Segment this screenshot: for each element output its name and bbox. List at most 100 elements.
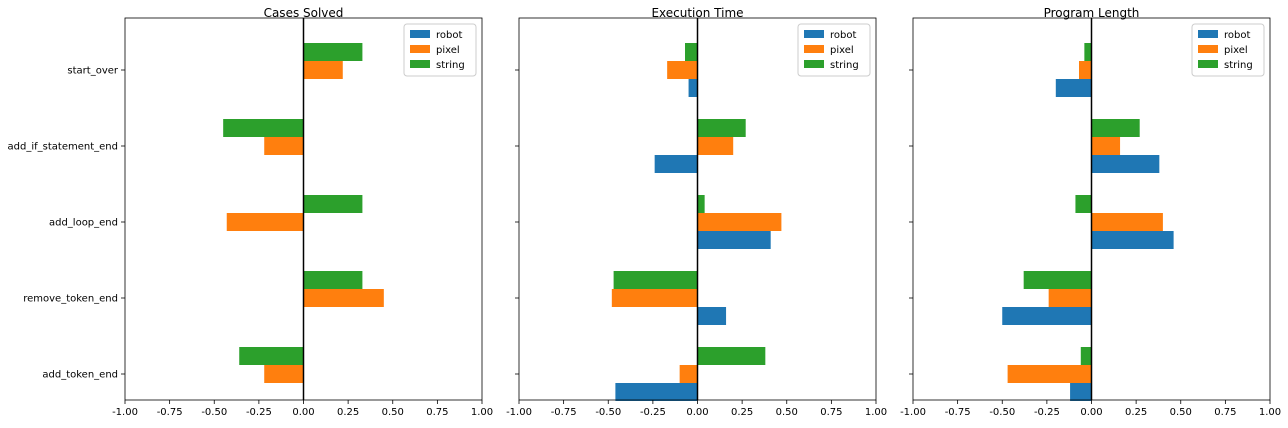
x-tick-label: -0.50 <box>595 407 621 418</box>
bar-string-add_loop_end <box>303 195 363 213</box>
bar-robot-remove_token_end <box>697 307 727 325</box>
bar-pixel-add_token_end <box>1007 365 1092 383</box>
x-tick-label: -0.75 <box>157 407 183 418</box>
legend-label-robot: robot <box>1224 30 1250 41</box>
bar-robot-add_if_statement_end <box>1091 155 1160 173</box>
legend-swatch-robot <box>804 30 824 38</box>
x-tick-label: -0.25 <box>246 407 272 418</box>
bar-string-add_if_statement_end <box>223 119 304 137</box>
bar-string-remove_token_end <box>1023 271 1092 289</box>
bar-robot-add_token_end <box>615 383 698 401</box>
bar-pixel-remove_token_end <box>303 289 384 307</box>
x-tick-label: 0.75 <box>1214 407 1236 418</box>
bar-pixel-add_loop_end <box>1091 213 1163 231</box>
legend: robot pixel string <box>797 23 871 77</box>
x-tick-label: 0.50 <box>382 407 404 418</box>
bar-string-add_token_end <box>1080 347 1092 365</box>
bar-string-start_over <box>685 43 698 61</box>
x-tick-label: -0.25 <box>1034 407 1060 418</box>
y-tick-label: add_token_end <box>42 370 118 381</box>
chart-title: Execution Time <box>651 6 743 20</box>
bar-pixel-add_token_end <box>679 365 698 383</box>
x-tick-label: 0.50 <box>776 407 798 418</box>
legend-swatch-string <box>1198 60 1218 68</box>
bar-pixel-add_loop_end <box>226 213 304 231</box>
chart-title: Cases Solved <box>264 6 344 20</box>
bar-pixel-add_if_statement_end <box>1091 137 1121 155</box>
bar-string-remove_token_end <box>303 271 363 289</box>
bar-pixel-remove_token_end <box>611 289 698 307</box>
legend-label-pixel: pixel <box>1224 45 1248 56</box>
x-tick-label: 1.00 <box>865 407 887 418</box>
chart-panel-0: Cases Solved -1.00 -0.75 -0.50 -0.25 0.00 0.25… <box>8 6 494 418</box>
legend-label-pixel: pixel <box>830 45 854 56</box>
x-tick-label: 1.00 <box>1259 407 1281 418</box>
bar-string-add_loop_end <box>697 195 705 213</box>
bar-robot-add_loop_end <box>697 231 771 249</box>
legend-label-robot: robot <box>436 30 462 41</box>
bar-robot-add_if_statement_end <box>654 155 698 173</box>
x-tick-label: 0.00 <box>686 407 708 418</box>
x-tick-label: 0.75 <box>426 407 448 418</box>
chart-panel-2: Program Length -1.00 -0.75 -0.50 -0.25 0.00 0.… <box>900 6 1281 418</box>
legend-label-pixel: pixel <box>436 45 460 56</box>
bar-string-add_token_end <box>697 347 766 365</box>
bar-pixel-add_token_end <box>264 365 304 383</box>
x-tick-label: 0.25 <box>1125 407 1147 418</box>
legend-swatch-robot <box>410 30 430 38</box>
x-tick-label: -1.00 <box>900 407 926 418</box>
chart-panel-1: Execution Time -1.00 -0.75 -0.50 -0.25 0.00 0.… <box>506 6 887 418</box>
bar-string-add_token_end <box>239 347 304 365</box>
x-tick-label: -0.75 <box>551 407 577 418</box>
bar-pixel-start_over <box>667 61 698 79</box>
bar-string-add_loop_end <box>1075 195 1092 213</box>
bar-pixel-add_if_statement_end <box>264 137 304 155</box>
bar-pixel-add_loop_end <box>697 213 782 231</box>
bar-pixel-start_over <box>1079 61 1092 79</box>
x-tick-label: -0.75 <box>945 407 971 418</box>
bar-pixel-add_if_statement_end <box>697 137 734 155</box>
legend-swatch-robot <box>1198 30 1218 38</box>
x-tick-label: 0.00 <box>1080 407 1102 418</box>
x-tick-label: 0.50 <box>1170 407 1192 418</box>
x-tick-label: 0.25 <box>731 407 753 418</box>
legend: robot pixel string <box>1191 23 1265 77</box>
legend-swatch-pixel <box>410 45 430 53</box>
y-tick-label: add_loop_end <box>49 218 118 229</box>
x-tick-label: 0.25 <box>337 407 359 418</box>
legend-swatch-pixel <box>804 45 824 53</box>
x-tick-label: -0.50 <box>989 407 1015 418</box>
y-tick-label: add_if_statement_end <box>8 142 118 153</box>
bar-robot-start_over <box>688 79 698 97</box>
bar-robot-remove_token_end <box>1002 307 1092 325</box>
legend-swatch-string <box>804 60 824 68</box>
x-tick-label: -1.00 <box>506 407 532 418</box>
bar-pixel-start_over <box>303 61 343 79</box>
bar-string-remove_token_end <box>613 271 698 289</box>
legend-label-string: string <box>830 60 859 71</box>
x-tick-label: -0.50 <box>201 407 227 418</box>
bar-string-add_if_statement_end <box>697 119 746 137</box>
legend-label-string: string <box>436 60 465 71</box>
legend-label-robot: robot <box>830 30 856 41</box>
x-tick-label: -1.00 <box>112 407 138 418</box>
bar-pixel-remove_token_end <box>1048 289 1092 307</box>
legend-label-string: string <box>1224 60 1253 71</box>
bar-string-start_over <box>303 43 363 61</box>
x-tick-label: 0.00 <box>292 407 314 418</box>
chart-title: Program Length <box>1044 6 1140 20</box>
bar-robot-add_loop_end <box>1091 231 1174 249</box>
bar-string-add_if_statement_end <box>1091 119 1140 137</box>
bar-string-start_over <box>1084 43 1092 61</box>
bar-robot-start_over <box>1055 79 1092 97</box>
legend: robot pixel string <box>403 23 477 77</box>
legend-swatch-string <box>410 60 430 68</box>
x-tick-label: 1.00 <box>471 407 493 418</box>
y-tick-label: start_over <box>67 66 118 77</box>
legend-swatch-pixel <box>1198 45 1218 53</box>
x-tick-label: 0.75 <box>820 407 842 418</box>
y-tick-label: remove_token_end <box>23 294 118 305</box>
bar-robot-add_token_end <box>1070 383 1092 401</box>
x-tick-label: -0.25 <box>640 407 666 418</box>
